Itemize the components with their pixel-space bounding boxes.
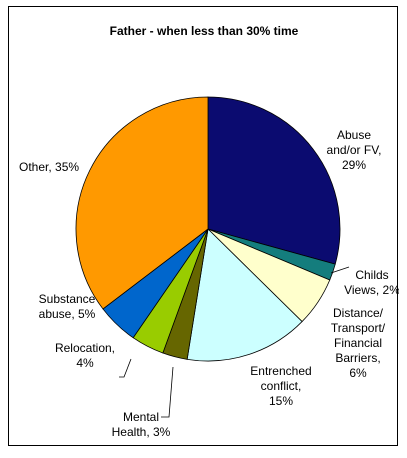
slice-label: Relocation, 4% — [55, 341, 115, 370]
pie-slice-abuse-and-or-fv — [207, 96, 341, 265]
pie-slice-entrenched-conflict — [186, 228, 303, 362]
leader-line — [119, 358, 132, 378]
slice-label: Abuse and/or FV, 29% — [327, 128, 382, 172]
pie-chart: Father - when less than 30% time Abuse an… — [19, 24, 399, 439]
chart-frame: Father - when less than 30% time Abuse an… — [8, 6, 399, 446]
slice-label: Other, 35% — [19, 160, 79, 174]
slice-label: Substance abuse, 5% — [39, 292, 96, 321]
slice-label: Distance/Transport/Financial Barriers, 6% — [331, 306, 386, 380]
slice-label: Childs Views, 2% — [344, 268, 399, 297]
pie-slice-other — [75, 96, 209, 310]
leader-line — [161, 366, 174, 418]
slice-label: Mental Health, 3% — [112, 410, 171, 439]
leader-line — [330, 266, 350, 274]
chart-title: Father - when less than 30% time — [110, 24, 299, 38]
slice-label: Entrenched conflict, 15% — [250, 364, 311, 408]
